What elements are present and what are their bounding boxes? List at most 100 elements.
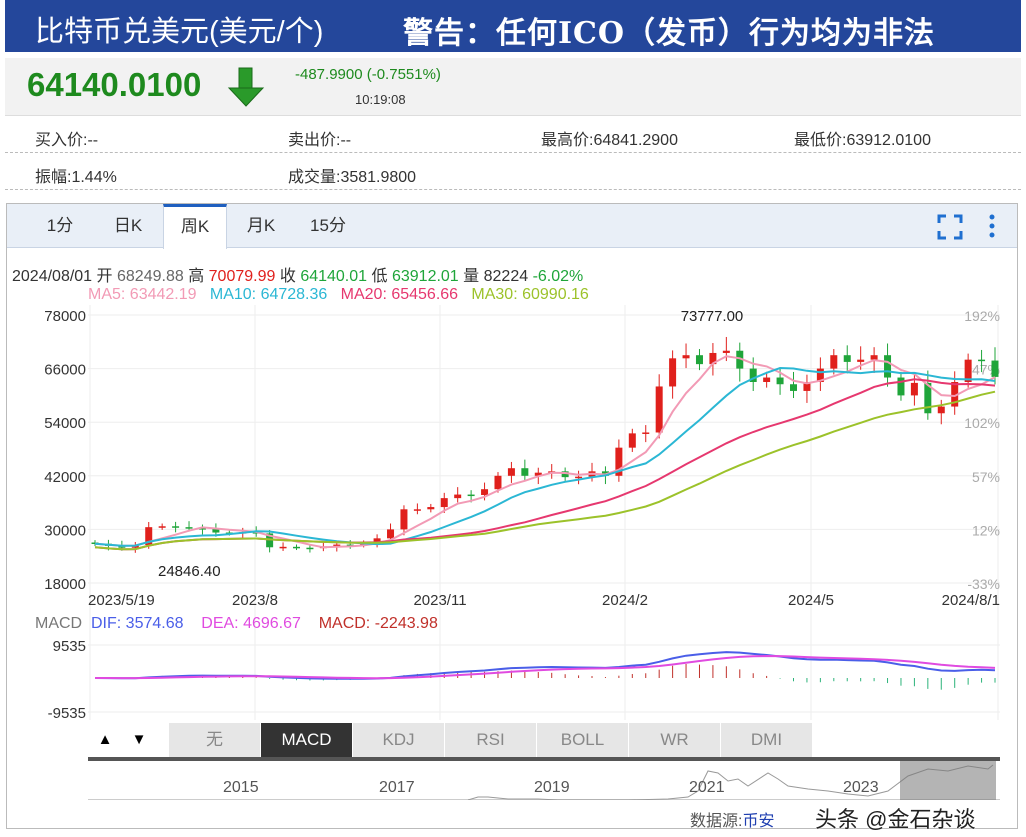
quote-time: 10:19:08 (355, 92, 406, 107)
low-value: 63912.01 (391, 268, 459, 285)
nav-year: 2021 (689, 779, 725, 796)
candle-body (212, 528, 220, 533)
y-tick-label: 42000 (44, 469, 86, 486)
candle-body (561, 471, 569, 478)
candle-body (306, 547, 314, 550)
bid-price: 买入价:-- (35, 132, 99, 149)
candle-body (655, 386, 663, 433)
candle-body (292, 546, 300, 549)
indicator-macd[interactable]: MACD (261, 723, 353, 757)
candle-body (373, 538, 381, 543)
candle-body (91, 542, 99, 544)
ma20-value: MA20: 65456.66 (340, 286, 459, 303)
tab-daily[interactable]: 日K (113, 216, 143, 235)
indicator-kdj[interactable]: KDJ (353, 723, 445, 757)
vol-label: 量 (463, 268, 480, 285)
x-tick-label: 2024/5 (788, 592, 834, 609)
indicator-boll[interactable]: BOLL (537, 723, 629, 757)
data-source: 数据源:币安 (690, 807, 774, 831)
candle-body (669, 358, 677, 387)
tab-1min[interactable]: 1分 (46, 216, 74, 235)
candle-body (843, 355, 851, 362)
price-change: -487.9900 (-0.7551%) (295, 66, 441, 83)
candle-body (467, 494, 475, 497)
candle-body (521, 468, 529, 476)
y-tick-label: 18000 (44, 576, 86, 593)
indicator-none[interactable]: 无 (169, 723, 261, 757)
info-date: 2024/08/01 (12, 268, 93, 285)
candle-body (682, 355, 690, 359)
indicator-bar: ▲ ▼ 无 MACD KDJ RSI BOLL WR DMI (88, 723, 1000, 757)
quote-box: 64140.0100 -487.9900 (-0.7551%) 10:19:08 (5, 58, 1021, 116)
ma5-line (94, 355, 996, 549)
min-price-annotation: 24846.40 (158, 563, 221, 580)
high-value: 70079.99 (208, 268, 276, 285)
candle-body (172, 526, 180, 528)
tab-monthly[interactable]: 月K (246, 216, 276, 235)
indicator-rsi[interactable]: RSI (445, 723, 537, 757)
period-tabs: 1分 日K 周K 月K 15分 (7, 204, 1017, 249)
chart-panel (6, 203, 1018, 829)
ma10-value: MA10: 64728.36 (209, 286, 328, 303)
candle-body (628, 433, 636, 448)
pct-tick-label: 192% (964, 308, 1000, 324)
y-tick-label: 78000 (44, 308, 86, 325)
range-navigator[interactable]: 2015 2017 2019 2021 2023 (88, 757, 1000, 800)
volume: 成交量:3581.9800 (288, 169, 417, 186)
indicator-dmi[interactable]: DMI (721, 723, 813, 757)
candle-body (924, 382, 932, 414)
max-price-annotation: 73777.00 (681, 308, 744, 325)
more-icon[interactable] (985, 212, 999, 240)
candle-body (615, 447, 623, 476)
candle-body (427, 507, 435, 510)
candle-body (937, 406, 945, 414)
candle-body (884, 355, 892, 378)
dea-line (95, 654, 996, 680)
pct-change: -6.02% (532, 268, 584, 285)
open-label: 开 (96, 268, 113, 285)
indicator-wr[interactable]: WR (629, 723, 721, 757)
candle-body (763, 377, 771, 382)
source-link[interactable]: 币安 (742, 813, 775, 830)
candle-body (749, 368, 757, 382)
source-label: 数据源: (690, 813, 743, 830)
dif-line (94, 651, 996, 680)
low-price: 最低价:63912.0100 (794, 132, 931, 149)
candle-body (198, 528, 206, 530)
y-tick-label: 30000 (44, 522, 86, 539)
candle-body (978, 359, 986, 362)
candle-body (387, 529, 395, 539)
candle-body (870, 355, 878, 360)
tab-weekly[interactable]: 周K (163, 204, 227, 249)
macd-label: MACD (35, 615, 83, 632)
y-tick-label: 54000 (44, 415, 86, 432)
quote-row-2: 振幅:1.44% 成交量:3581.9800 (5, 153, 1021, 190)
candle-body (642, 432, 650, 434)
pct-tick-label: 57% (972, 469, 1000, 485)
navigator-selection[interactable] (900, 761, 996, 800)
candle-body (964, 359, 972, 382)
ma10-line (94, 366, 996, 547)
candle-body (158, 526, 166, 528)
candle-body (400, 509, 408, 530)
ohlc-info: 2024/08/01 开 68249.88 高 70079.99 收 64140… (12, 262, 583, 286)
amplitude: 振幅:1.44% (35, 169, 117, 186)
move-down-button[interactable]: ▼ (131, 731, 147, 748)
candle-body (118, 545, 126, 548)
high-price: 最高价:64841.2900 (541, 132, 678, 149)
candle-body (951, 382, 959, 407)
ma30-value: MA30: 60990.16 (471, 286, 589, 303)
open-value: 68249.88 (117, 268, 184, 285)
vol-value: 82224 (483, 268, 529, 285)
fullscreen-icon[interactable] (937, 214, 963, 240)
candle-body (991, 360, 999, 377)
ask-price: 卖出价:-- (288, 132, 352, 149)
candle-body (575, 476, 583, 479)
candle-body (790, 384, 798, 391)
y-tick-label: 66000 (44, 362, 86, 379)
candle-body (185, 527, 193, 529)
candle-body (440, 498, 448, 508)
move-up-button[interactable]: ▲ (97, 731, 113, 748)
tab-15min[interactable]: 15分 (310, 216, 346, 235)
candle-body (333, 544, 341, 547)
